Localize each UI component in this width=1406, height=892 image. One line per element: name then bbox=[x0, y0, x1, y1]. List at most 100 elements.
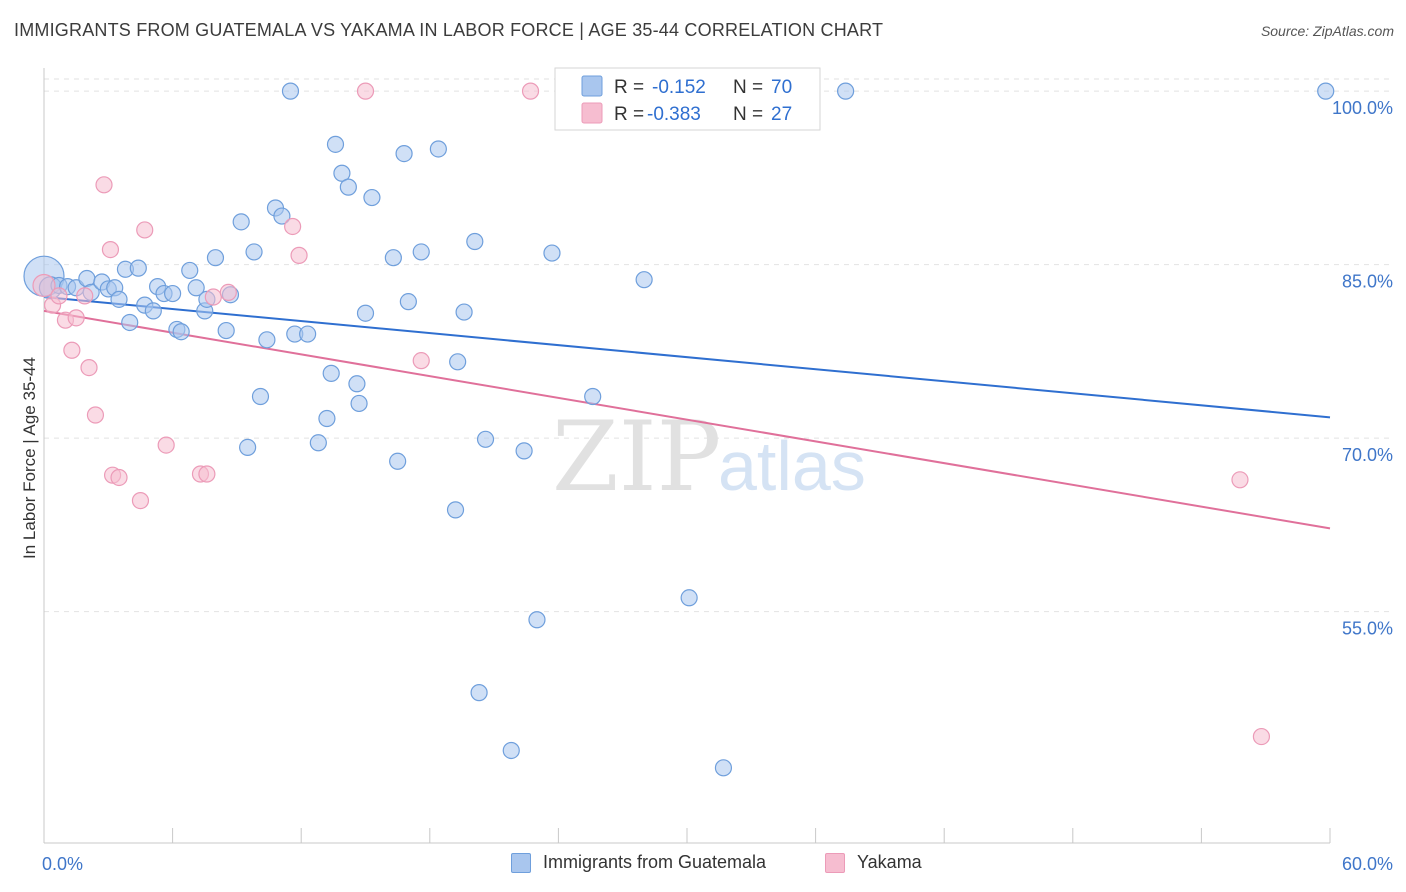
legend-swatch-blue bbox=[581, 75, 603, 97]
yakama-point bbox=[67, 309, 85, 327]
source-label: Source: ZipAtlas.com bbox=[1260, 23, 1394, 39]
tick-labels: 100.0% 85.0% 70.0% 55.0% 0.0% 60.0% bbox=[42, 98, 1393, 874]
yakama-point bbox=[76, 287, 94, 305]
legend-swatch-yakama bbox=[825, 852, 845, 873]
yakama-point bbox=[521, 82, 540, 100]
guatemala-point bbox=[528, 611, 546, 629]
yakama-point bbox=[80, 358, 98, 377]
legend-item-guatemala: Immigrants from Guatemala bbox=[511, 852, 766, 873]
legend-label-guatemala: Immigrants from Guatemala bbox=[543, 852, 767, 872]
guatemala-point bbox=[121, 313, 139, 332]
guatemala-point bbox=[206, 249, 225, 267]
y-tick-label: 55.0% bbox=[1342, 619, 1393, 639]
guatemala-point bbox=[251, 387, 270, 406]
guatemala-point bbox=[635, 271, 653, 289]
x-tick-label-min: 0.0% bbox=[42, 854, 83, 874]
guatemala-point bbox=[399, 293, 417, 311]
legend-n-label: N = bbox=[733, 104, 763, 125]
yakama-point bbox=[50, 287, 68, 305]
guatemala-point bbox=[476, 430, 495, 448]
legend-r-value: -0.383 bbox=[647, 104, 701, 125]
trend-lines bbox=[43, 296, 1331, 530]
guatemala-point bbox=[515, 442, 533, 460]
guatemala-point bbox=[348, 375, 366, 393]
legend-r-label: R = bbox=[614, 104, 644, 125]
guatemala-point bbox=[110, 290, 128, 308]
guatemala-point bbox=[333, 164, 351, 182]
yakama-point bbox=[101, 241, 120, 259]
guatemala-point bbox=[258, 331, 276, 349]
watermark-zip: ZIP bbox=[552, 401, 721, 513]
series-yakama-points bbox=[32, 82, 1271, 746]
guatemala-point bbox=[309, 434, 327, 452]
guatemala-point bbox=[1317, 82, 1335, 100]
legend-label-yakama: Yakama bbox=[857, 852, 922, 872]
guatemala-point bbox=[466, 232, 484, 251]
guatemala-point bbox=[172, 323, 190, 341]
guatemala-point bbox=[318, 409, 336, 428]
yakama-trend-line bbox=[43, 309, 1331, 530]
chart-title: IMMIGRANTS FROM GUATEMALA VS YAKAMA IN L… bbox=[14, 20, 884, 40]
guatemala-point bbox=[129, 259, 147, 277]
yakama-point bbox=[157, 436, 175, 454]
y-tick-label: 70.0% bbox=[1342, 445, 1393, 465]
yakama-point bbox=[219, 283, 237, 302]
guatemala-trend-line bbox=[43, 296, 1331, 419]
bottom-legend: Immigrants from Guatemala Yakama bbox=[0, 852, 1406, 878]
guatemala-point bbox=[680, 589, 698, 607]
legend-r-label: R = bbox=[614, 77, 644, 98]
guatemala-point bbox=[239, 438, 257, 457]
yakama-point bbox=[131, 492, 150, 510]
guatemala-point bbox=[363, 188, 381, 207]
yakama-point bbox=[204, 288, 222, 306]
guatemala-point bbox=[412, 243, 430, 261]
yakama-point bbox=[1231, 471, 1249, 489]
guatemala-point bbox=[187, 279, 205, 297]
legend-item-yakama: Yakama bbox=[825, 852, 922, 873]
guatemala-point bbox=[144, 302, 162, 320]
yakama-point bbox=[412, 352, 430, 370]
guatemala-point bbox=[299, 325, 317, 343]
guatemala-point bbox=[449, 353, 467, 371]
watermark: ZIP atlas bbox=[552, 401, 866, 513]
stats-legend: R = -0.152 N = 70 R = -0.383 N = 27 bbox=[554, 67, 821, 131]
guatemala-point bbox=[326, 135, 345, 153]
guatemala-point bbox=[543, 244, 561, 262]
yakama-point bbox=[86, 406, 105, 424]
guatemala-point bbox=[395, 144, 413, 163]
guatemala-point bbox=[273, 207, 291, 225]
yakama-point bbox=[356, 82, 375, 100]
watermark-atlas: atlas bbox=[718, 427, 866, 505]
yakama-point bbox=[136, 221, 154, 239]
guatemala-point bbox=[164, 284, 182, 303]
yakama-point bbox=[290, 246, 308, 264]
guatemala-point bbox=[584, 387, 602, 406]
guatemala-point bbox=[356, 304, 375, 322]
y-tick-label: 85.0% bbox=[1342, 272, 1393, 292]
legend-swatch-pink bbox=[581, 102, 603, 124]
y-tick-label: 100.0% bbox=[1332, 98, 1393, 118]
guatemala-point bbox=[455, 303, 473, 321]
y-axis-label: In Labor Force | Age 35-44 bbox=[20, 357, 39, 559]
legend-r-value: -0.152 bbox=[652, 77, 706, 98]
yakama-point bbox=[110, 468, 128, 487]
guatemala-point bbox=[502, 741, 520, 760]
axes bbox=[43, 68, 1331, 844]
yakama-point bbox=[284, 217, 302, 236]
legend-n-value: 27 bbox=[771, 104, 792, 125]
guatemala-point bbox=[837, 82, 855, 100]
guatemala-point bbox=[429, 140, 447, 158]
yakama-point bbox=[95, 176, 113, 194]
legend-n-value: 70 bbox=[771, 77, 792, 98]
legend-swatch-guatemala bbox=[511, 852, 531, 873]
yakama-point bbox=[32, 273, 56, 298]
guatemala-point bbox=[446, 501, 465, 519]
guatemala-point bbox=[281, 82, 300, 100]
guatemala-point bbox=[217, 321, 235, 340]
guatemala-point bbox=[339, 178, 357, 196]
yakama-point bbox=[63, 341, 81, 359]
guatemala-point bbox=[714, 759, 733, 777]
guatemala-point bbox=[322, 364, 340, 382]
legend-n-label: N = bbox=[733, 77, 763, 98]
